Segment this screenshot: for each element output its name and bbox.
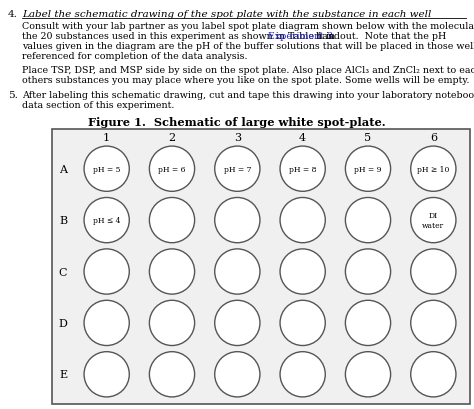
- Text: data section of this experiment.: data section of this experiment.: [22, 101, 174, 110]
- Bar: [52, 130, 470, 404]
- Circle shape: [280, 352, 325, 397]
- Text: others substances you may place where you like on the spot plate. Some wells wil: others substances you may place where yo…: [22, 76, 470, 85]
- Text: pH = 9: pH = 9: [354, 165, 382, 173]
- Text: 5: 5: [365, 133, 372, 143]
- Circle shape: [149, 249, 195, 294]
- Text: pH ≤ 4: pH ≤ 4: [93, 217, 120, 225]
- Circle shape: [346, 301, 391, 346]
- Text: After labeling this schematic drawing, cut and tape this drawing into your labor: After labeling this schematic drawing, c…: [22, 91, 474, 100]
- Text: pH = 6: pH = 6: [158, 165, 186, 173]
- Circle shape: [84, 249, 129, 294]
- Circle shape: [280, 198, 325, 243]
- Circle shape: [215, 352, 260, 397]
- Text: E: E: [59, 369, 67, 380]
- Circle shape: [346, 147, 391, 192]
- Circle shape: [410, 249, 456, 294]
- Circle shape: [149, 147, 195, 192]
- Text: pH ≥ 10: pH ≥ 10: [417, 165, 449, 173]
- Text: Label the schematic drawing of the spot plate with the substance in each well: Label the schematic drawing of the spot …: [22, 10, 431, 19]
- Circle shape: [410, 147, 456, 192]
- Circle shape: [410, 352, 456, 397]
- Circle shape: [215, 249, 260, 294]
- Text: DI
water: DI water: [422, 212, 445, 229]
- Text: pH = 7: pH = 7: [224, 165, 251, 173]
- Circle shape: [215, 147, 260, 192]
- Circle shape: [346, 249, 391, 294]
- Circle shape: [84, 147, 129, 192]
- Circle shape: [346, 198, 391, 243]
- Text: Experiment 3: Experiment 3: [268, 32, 333, 41]
- Circle shape: [280, 249, 325, 294]
- Circle shape: [410, 301, 456, 346]
- Text: pH = 8: pH = 8: [289, 165, 317, 173]
- Text: the 20 substances used in this experiment as shown in Table 1 in: the 20 substances used in this experimen…: [22, 32, 338, 41]
- Text: 2: 2: [168, 133, 175, 143]
- Circle shape: [410, 198, 456, 243]
- Text: 5.: 5.: [8, 91, 18, 100]
- Circle shape: [149, 352, 195, 397]
- Circle shape: [84, 301, 129, 346]
- Circle shape: [346, 352, 391, 397]
- Circle shape: [215, 198, 260, 243]
- Circle shape: [280, 301, 325, 346]
- Text: 4.: 4.: [8, 10, 18, 19]
- Text: A: A: [59, 164, 67, 174]
- Text: D: D: [59, 318, 67, 328]
- Text: referenced for completion of the data analysis.: referenced for completion of the data an…: [22, 52, 247, 61]
- Text: 4: 4: [299, 133, 306, 143]
- Text: Place TSP, DSP, and MSP side by side on the spot plate. Also place AlCl₃ and ZnC: Place TSP, DSP, and MSP side by side on …: [22, 66, 474, 75]
- Circle shape: [84, 198, 129, 243]
- Text: C: C: [59, 267, 67, 277]
- Circle shape: [280, 147, 325, 192]
- Text: 1: 1: [103, 133, 110, 143]
- Text: 3: 3: [234, 133, 241, 143]
- Text: handout.  Note that the pH: handout. Note that the pH: [313, 32, 447, 41]
- Text: B: B: [59, 216, 67, 225]
- Text: 6: 6: [430, 133, 437, 143]
- Circle shape: [84, 352, 129, 397]
- Circle shape: [149, 301, 195, 346]
- Text: pH = 5: pH = 5: [93, 165, 120, 173]
- Circle shape: [215, 301, 260, 346]
- Circle shape: [149, 198, 195, 243]
- Text: Figure 1.  Schematic of large white spot-plate.: Figure 1. Schematic of large white spot-…: [88, 117, 386, 128]
- Text: Consult with your lab partner as you label spot plate diagram shown below with t: Consult with your lab partner as you lab…: [22, 22, 474, 31]
- Text: values given in the diagram are the pH of the buffer solutions that will be plac: values given in the diagram are the pH o…: [22, 42, 474, 51]
